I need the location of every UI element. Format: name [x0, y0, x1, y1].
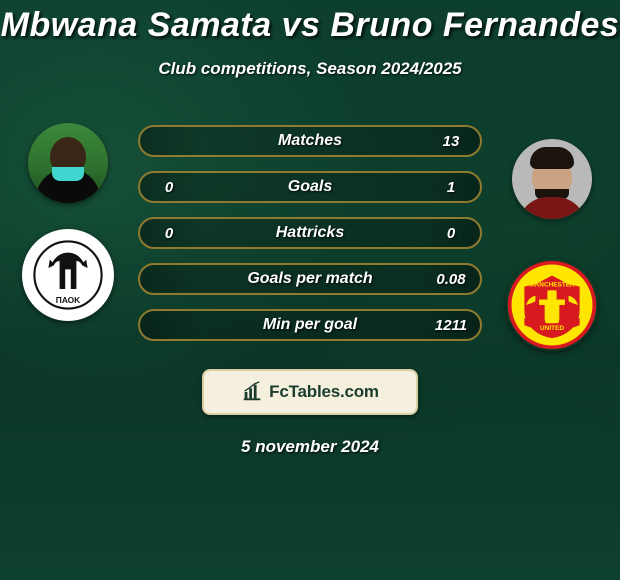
- branding-text: FcTables.com: [269, 382, 379, 402]
- stat-row: Min per goal1211: [138, 309, 482, 341]
- stat-value-right: 0.08: [422, 271, 480, 288]
- stat-label: Goals per match: [198, 270, 422, 288]
- paok-crest-icon: ΠΑΟΚ: [33, 240, 103, 310]
- stat-label: Min per goal: [198, 316, 422, 334]
- svg-text:MANCHESTER: MANCHESTER: [529, 282, 575, 289]
- stat-value-left: 0: [140, 225, 198, 242]
- player-right-avatar: [512, 139, 592, 219]
- stat-value-right: 1211: [422, 317, 480, 334]
- stats-area: ΠΑΟΚ MANCHESTER UNITED: [0, 109, 620, 349]
- stat-label: Hattricks: [198, 224, 422, 242]
- stat-row: 0Hattricks0: [138, 217, 482, 249]
- stat-value-right: 13: [422, 133, 480, 150]
- club-right-crest: MANCHESTER UNITED: [506, 259, 598, 351]
- stat-rows: Matches130Goals10Hattricks0Goals per mat…: [138, 125, 482, 341]
- stat-label: Goals: [198, 178, 422, 196]
- stat-value-right: 1: [422, 179, 480, 196]
- club-left-crest: ΠΑΟΚ: [22, 229, 114, 321]
- svg-text:UNITED: UNITED: [540, 325, 564, 332]
- stat-label: Matches: [198, 132, 422, 150]
- mufc-crest-icon: MANCHESTER UNITED: [506, 259, 598, 351]
- player-left-avatar: [28, 123, 108, 203]
- stat-row: 0Goals1: [138, 171, 482, 203]
- stat-value-left: 0: [140, 179, 198, 196]
- stat-row: Goals per match0.08: [138, 263, 482, 295]
- stat-value-right: 0: [422, 225, 480, 242]
- branding-badge: FcTables.com: [202, 369, 418, 415]
- subtitle: Club competitions, Season 2024/2025: [0, 59, 620, 79]
- page-title: Mbwana Samata vs Bruno Fernandes: [0, 0, 620, 45]
- stat-row: Matches13: [138, 125, 482, 157]
- date-text: 5 november 2024: [0, 437, 620, 457]
- bar-chart-icon: [241, 381, 263, 403]
- svg-text:ΠΑΟΚ: ΠΑΟΚ: [56, 295, 80, 305]
